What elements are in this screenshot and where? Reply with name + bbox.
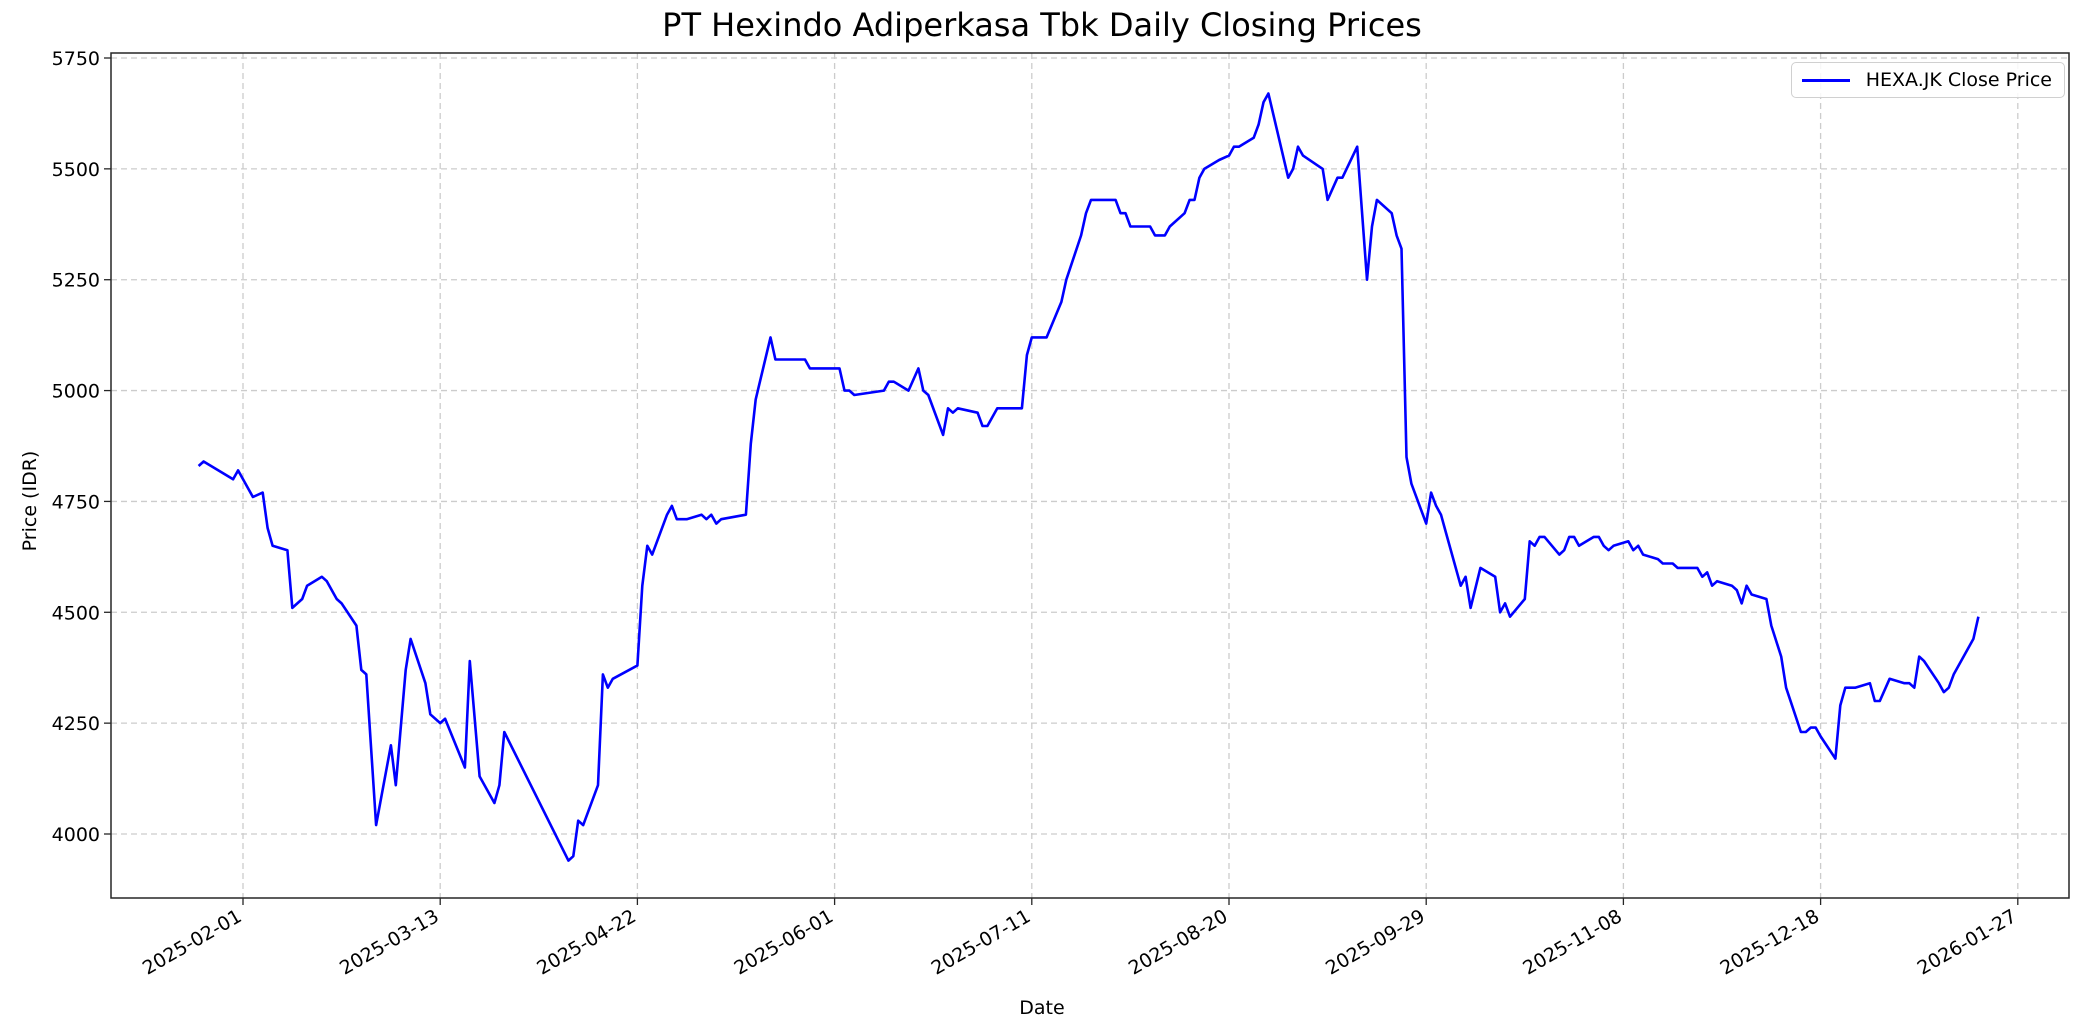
y-tick-label: 5250: [52, 270, 100, 292]
x-tick-label: 2025-04-22: [533, 905, 640, 979]
x-tick-label: 2025-06-01: [730, 905, 837, 979]
x-axis-label: Date: [1019, 997, 1065, 1019]
y-tick-label: 4500: [52, 602, 100, 624]
y-tick-label: 5750: [52, 48, 100, 70]
y-tick-label: 4750: [52, 491, 100, 513]
x-tick-label: 2025-07-11: [928, 905, 1035, 979]
y-tick-label: 5500: [52, 159, 100, 181]
legend-label: HEXA.JK Close Price: [1865, 69, 2052, 91]
gridlines: [111, 53, 2069, 898]
x-tick-label: 2025-09-29: [1322, 905, 1429, 979]
x-tick-label: 2025-08-20: [1125, 905, 1232, 979]
legend-line-icon: [1801, 78, 1850, 82]
x-tick-label: 2025-03-13: [336, 905, 443, 979]
x-tick-label: 2026-01-27: [1914, 905, 2021, 979]
y-tick-label: 4250: [52, 713, 100, 735]
price-line: [197, 92, 1980, 862]
x-tick-label: 2025-11-08: [1519, 905, 1626, 979]
x-tick-label: 2025-12-18: [1716, 905, 1823, 979]
axis-ticks: 4000 4250 4500 4750 5000 5250 5500 5750 2025-02-…: [52, 48, 2021, 980]
y-axis-label: Price (IDR): [19, 450, 41, 552]
legend: HEXA.JK Close Price: [1790, 62, 2065, 98]
x-tick-label: 2025-02-01: [139, 905, 246, 979]
plot-area-frame: [110, 52, 2070, 899]
y-tick-label: 4000: [52, 824, 100, 846]
y-tick-label: 5000: [52, 381, 100, 403]
chart-title: PT Hexindo Adiperkasa Tbk Daily Closing …: [662, 6, 1422, 44]
